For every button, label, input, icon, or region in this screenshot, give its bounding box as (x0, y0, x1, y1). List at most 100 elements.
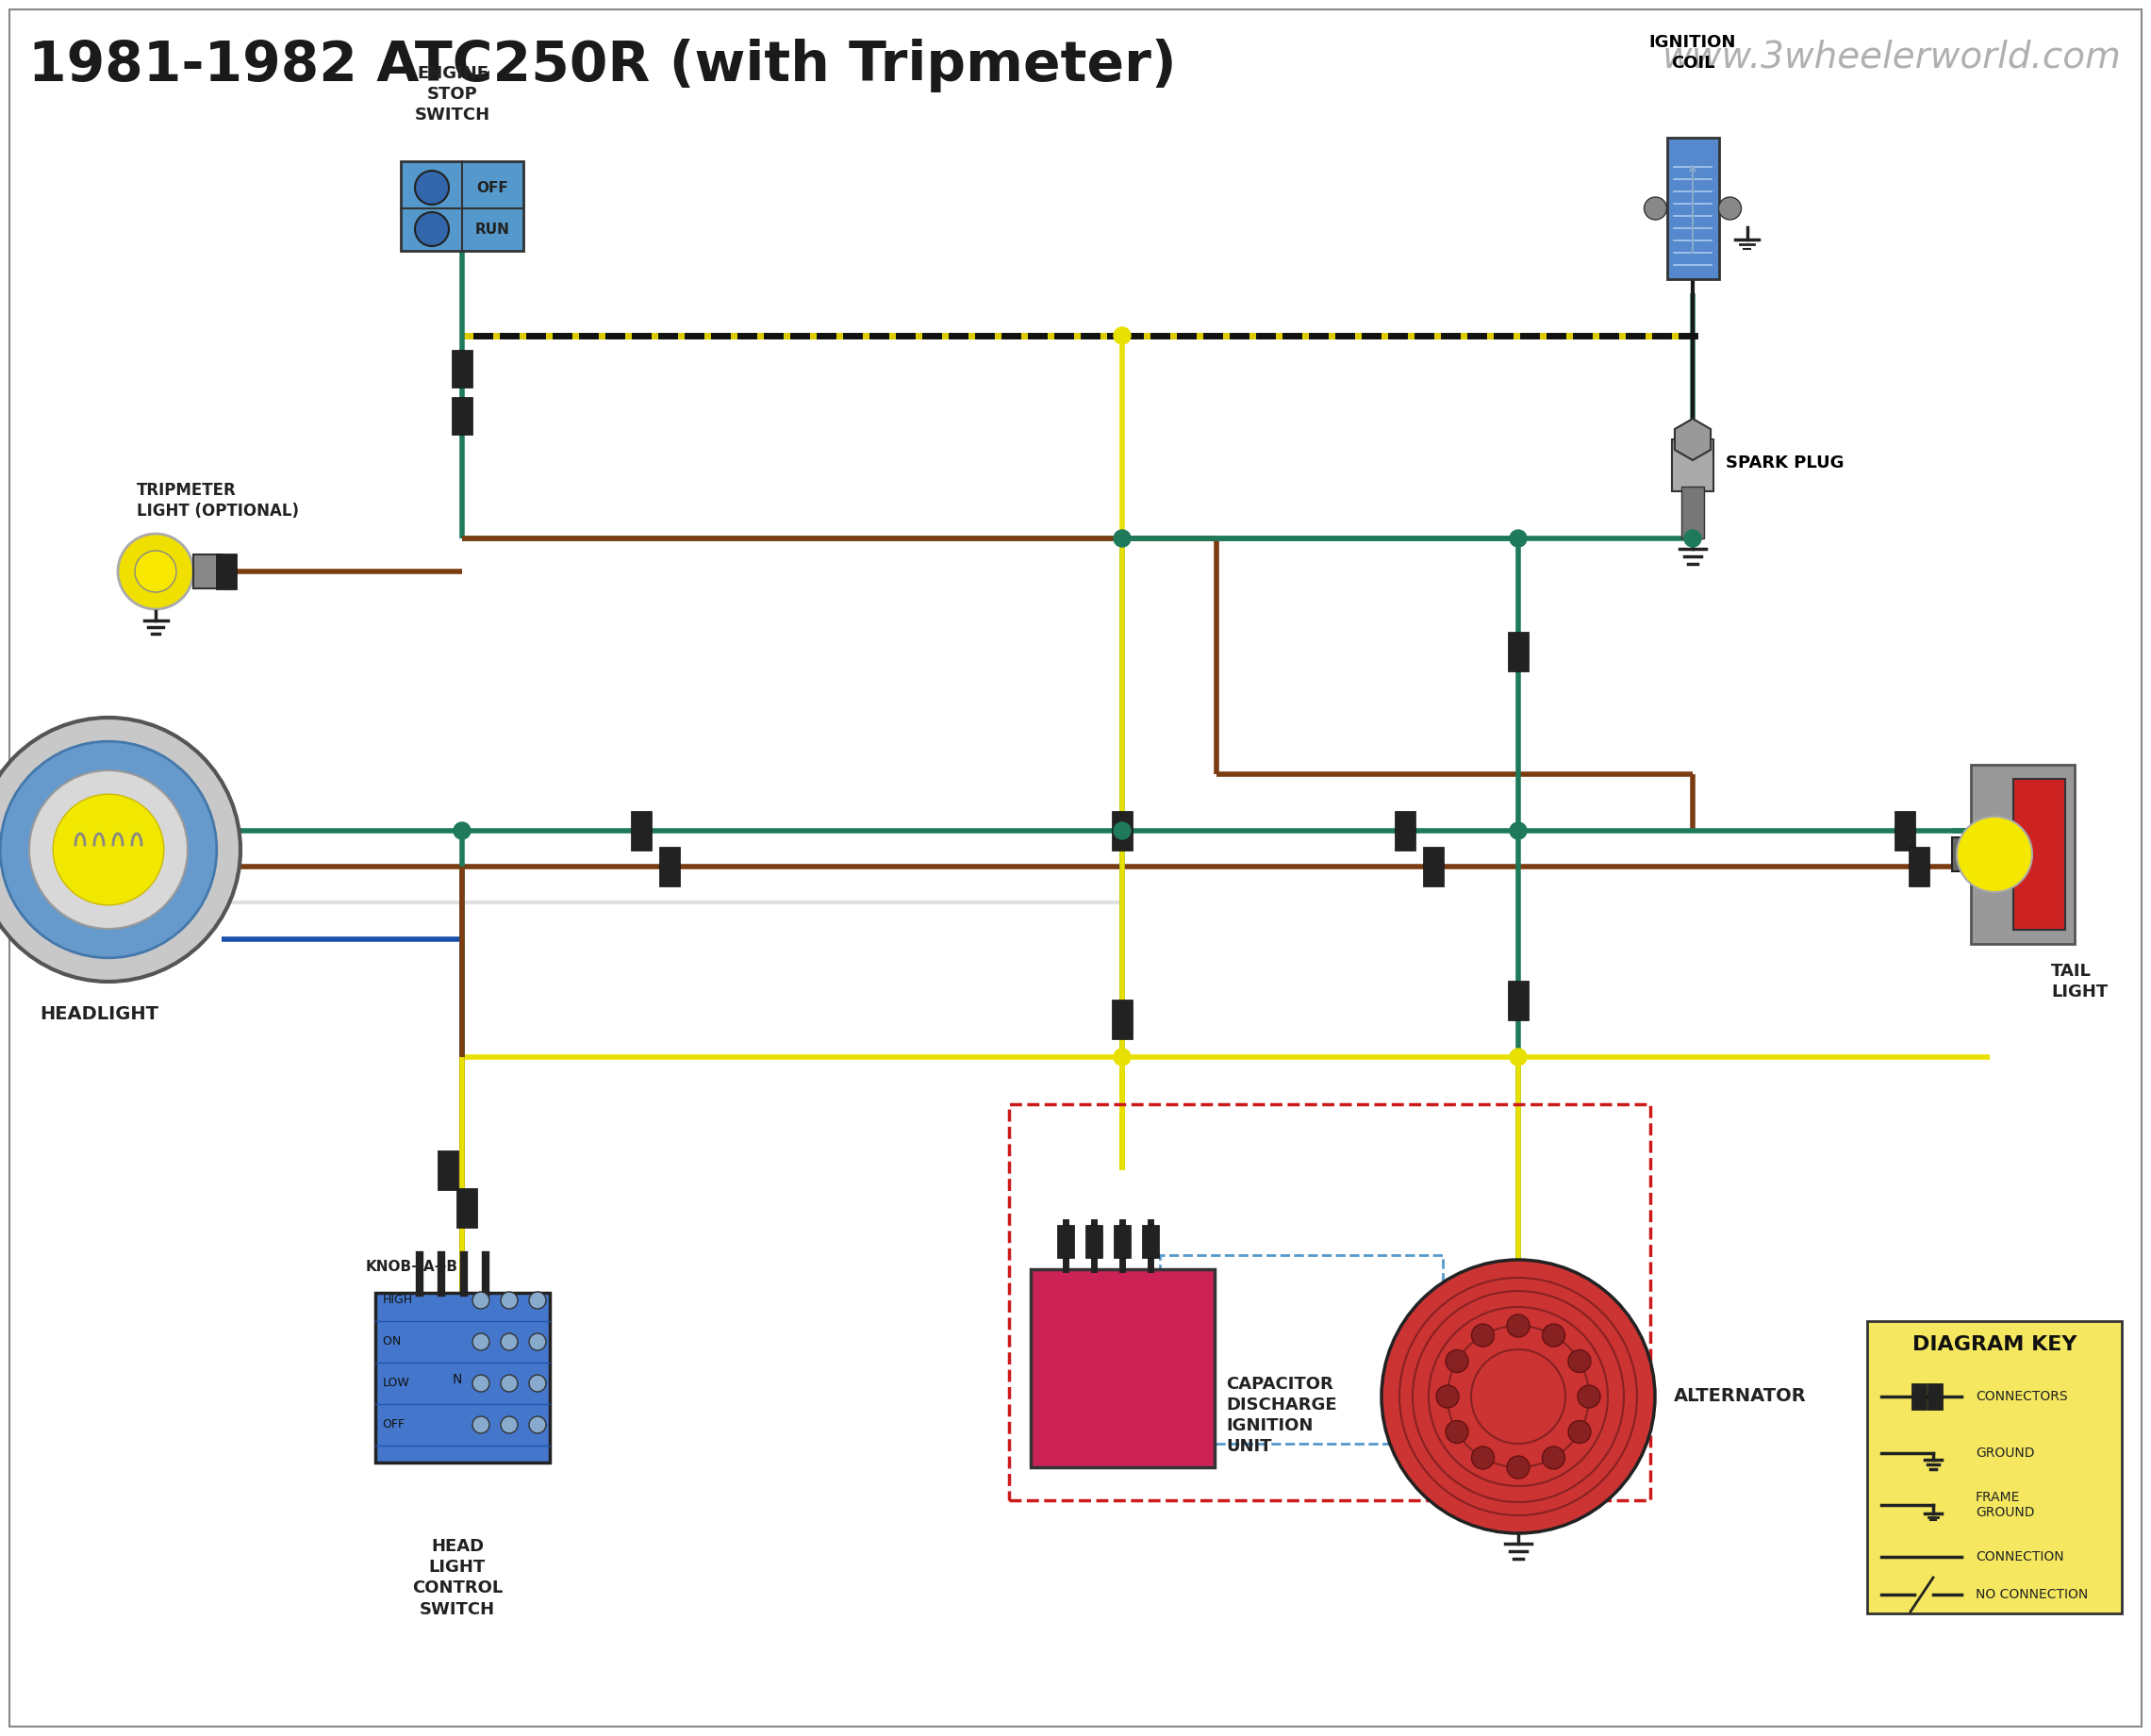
Text: SPARK PLUG: SPARK PLUG (1725, 455, 1843, 472)
Circle shape (1568, 1351, 1592, 1373)
Bar (194, 554, 222, 589)
Circle shape (1471, 1446, 1495, 1469)
Circle shape (473, 1417, 490, 1434)
Text: CONNECTORS: CONNECTORS (1975, 1391, 2067, 1403)
Bar (630, 811, 652, 851)
Circle shape (1114, 823, 1131, 838)
Circle shape (1914, 1547, 1934, 1566)
Bar (1114, 1224, 1131, 1257)
Circle shape (501, 1375, 518, 1392)
Circle shape (1508, 1457, 1529, 1479)
Text: ENGINE
STOP
SWITCH: ENGINE STOP SWITCH (415, 64, 490, 123)
Circle shape (1957, 816, 2033, 892)
Circle shape (529, 1417, 546, 1434)
Text: OFF: OFF (475, 181, 508, 194)
Circle shape (415, 212, 450, 247)
Circle shape (1114, 326, 1131, 344)
Circle shape (1684, 529, 1701, 547)
Text: OFF: OFF (383, 1418, 404, 1430)
Circle shape (1542, 1446, 1566, 1469)
Text: CONNECTION: CONNECTION (1975, 1550, 2065, 1564)
Bar (1142, 1224, 1159, 1257)
Bar (1394, 811, 1415, 851)
Bar (1927, 1384, 1942, 1410)
Circle shape (1445, 1420, 1469, 1443)
Circle shape (501, 1292, 518, 1309)
Bar (456, 1187, 478, 1227)
Circle shape (473, 1375, 490, 1392)
Text: NO CONNECTION: NO CONNECTION (1975, 1588, 2089, 1601)
Circle shape (1719, 198, 1742, 220)
Circle shape (1381, 1260, 1654, 1533)
Circle shape (0, 717, 241, 981)
Circle shape (501, 1333, 518, 1351)
Circle shape (1510, 1049, 1527, 1066)
Bar (1912, 1384, 1927, 1410)
Circle shape (1643, 198, 1667, 220)
Circle shape (1445, 1351, 1469, 1373)
Polygon shape (1676, 418, 1710, 460)
Bar (437, 1151, 458, 1189)
Bar (1867, 1321, 2121, 1613)
Circle shape (501, 1417, 518, 1434)
Bar (1508, 632, 1529, 672)
Bar (1508, 981, 1529, 1021)
Bar (1030, 1269, 1213, 1467)
Text: 1981-1982 ATC250R (with Tripmeter): 1981-1982 ATC250R (with Tripmeter) (28, 38, 1177, 92)
Bar (1682, 486, 1704, 538)
Bar (215, 554, 237, 589)
Bar (1159, 1255, 1443, 1444)
Text: LOW: LOW (383, 1377, 409, 1389)
Bar (452, 398, 473, 434)
Circle shape (473, 1292, 490, 1309)
Circle shape (118, 533, 194, 609)
Bar (1112, 1000, 1134, 1040)
Circle shape (473, 1333, 490, 1351)
Circle shape (415, 170, 450, 205)
Bar (400, 161, 523, 250)
Text: ON: ON (383, 1335, 404, 1347)
Circle shape (1508, 1314, 1529, 1337)
Bar (1009, 1104, 1650, 1500)
Circle shape (1471, 1325, 1495, 1347)
Bar (658, 847, 680, 887)
Bar (1895, 811, 1914, 851)
Circle shape (1568, 1420, 1592, 1443)
Circle shape (1510, 529, 1527, 547)
Circle shape (529, 1333, 546, 1351)
Bar (1970, 766, 2074, 944)
Text: ALTERNATOR: ALTERNATOR (1673, 1387, 1807, 1406)
Text: GROUND: GROUND (1975, 1446, 2035, 1460)
Bar (1424, 847, 1443, 887)
Text: N: N (452, 1373, 462, 1385)
Bar (452, 351, 473, 387)
Circle shape (454, 823, 471, 838)
Bar (2013, 779, 2065, 930)
Text: HEAD
LIGHT
CONTROL
SWITCH: HEAD LIGHT CONTROL SWITCH (413, 1538, 503, 1618)
Circle shape (1577, 1385, 1600, 1408)
Text: IGNITION
COIL: IGNITION COIL (1650, 33, 1736, 71)
Text: DIAGRAM KEY: DIAGRAM KEY (1912, 1335, 2076, 1354)
Bar (1908, 847, 1929, 887)
Circle shape (54, 793, 163, 904)
Bar (1112, 811, 1134, 851)
Text: FRAME
GROUND: FRAME GROUND (1975, 1491, 2035, 1519)
Bar (1086, 1224, 1101, 1257)
Circle shape (136, 550, 176, 592)
Bar (1056, 1224, 1073, 1257)
Circle shape (529, 1292, 546, 1309)
Bar (1667, 137, 1719, 279)
Circle shape (30, 771, 187, 929)
Text: HEADLIGHT: HEADLIGHT (39, 1005, 159, 1023)
Circle shape (1114, 1049, 1131, 1066)
Text: CAPACITOR
DISCHARGE
IGNITION
UNIT: CAPACITOR DISCHARGE IGNITION UNIT (1226, 1375, 1336, 1455)
Circle shape (1114, 529, 1131, 547)
Text: RUN: RUN (475, 222, 510, 236)
Circle shape (529, 1375, 546, 1392)
Bar (1671, 439, 1714, 491)
Bar (1951, 837, 1975, 871)
Text: HIGH: HIGH (383, 1295, 413, 1307)
Circle shape (0, 741, 217, 958)
Bar (374, 1293, 549, 1462)
Text: www.3wheelerworld.com: www.3wheelerworld.com (1663, 38, 2121, 75)
